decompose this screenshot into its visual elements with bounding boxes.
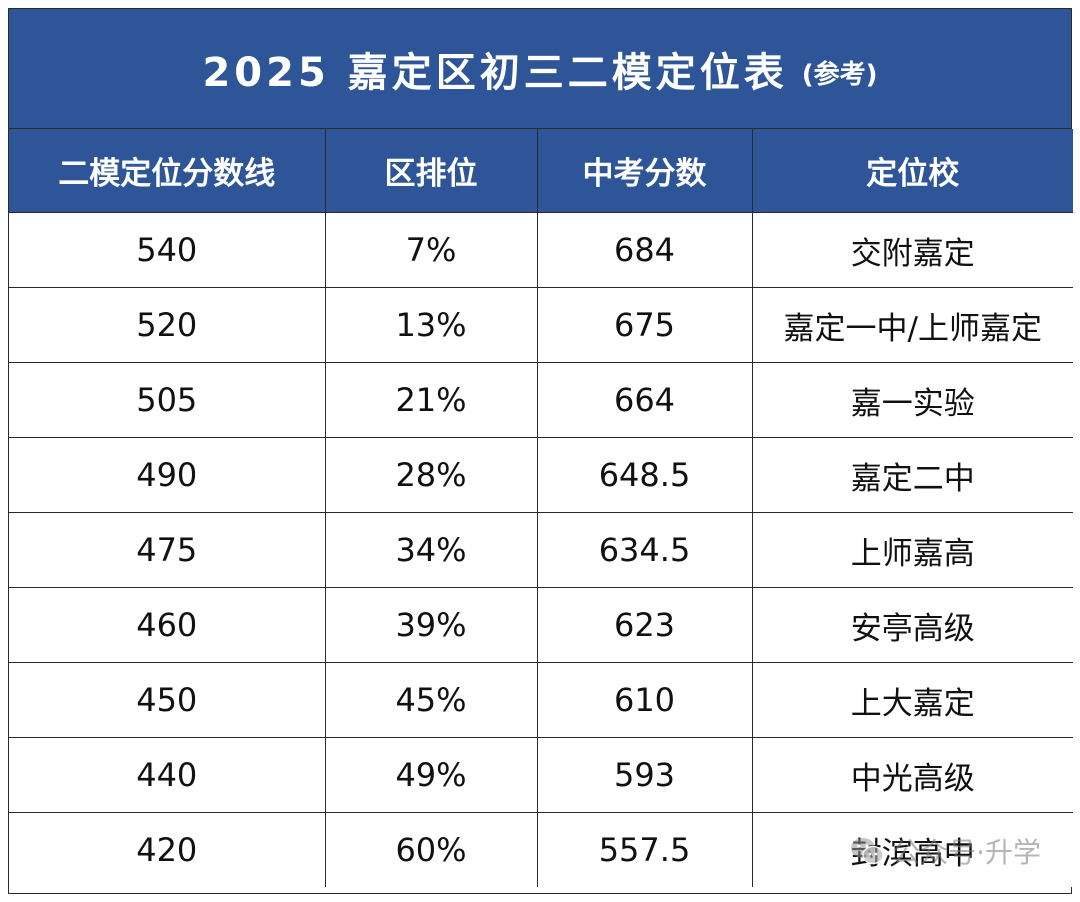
header-target-school: 定位校	[752, 129, 1073, 213]
cell-target-school: 嘉定二中	[752, 437, 1073, 513]
cell-zhongkao-score: 684	[537, 212, 753, 288]
score-table: 二模定位分数线 区排位 中考分数 定位校 540 7% 684 交附嘉定 520…	[9, 129, 1073, 887]
table-row: 475 34% 634.5 上师嘉高	[9, 512, 1073, 588]
cell-score-line: 420	[9, 812, 326, 887]
title-bar: 2025 嘉定区初三二模定位表 (参考)	[9, 9, 1071, 129]
cell-zhongkao-score: 648.5	[537, 437, 753, 513]
cell-zhongkao-score: 634.5	[537, 512, 753, 588]
table-row: 540 7% 684 交附嘉定	[9, 212, 1073, 288]
header-district-rank: 区排位	[325, 129, 538, 213]
cell-score-line: 520	[9, 287, 326, 363]
table-row: 460 39% 623 安亭高级	[9, 587, 1073, 663]
table-row: 420 60% 557.5 封滨高中	[9, 812, 1073, 887]
cell-zhongkao-score: 610	[537, 662, 753, 738]
cell-score-line: 490	[9, 437, 326, 513]
cell-score-line: 505	[9, 362, 326, 438]
title-note: (参考)	[801, 60, 878, 90]
table-row: 520 13% 675 嘉定一中/上师嘉定	[9, 287, 1073, 363]
cell-target-school: 嘉一实验	[752, 362, 1073, 438]
cell-target-school: 中光高级	[752, 737, 1073, 813]
cell-score-line: 440	[9, 737, 326, 813]
header-row: 二模定位分数线 区排位 中考分数 定位校	[9, 129, 1073, 213]
cell-district-rank: 39%	[325, 587, 538, 663]
cell-target-school: 封滨高中	[752, 812, 1073, 887]
cell-zhongkao-score: 675	[537, 287, 753, 363]
cell-score-line: 540	[9, 212, 326, 288]
cell-zhongkao-score: 664	[537, 362, 753, 438]
cell-score-line: 475	[9, 512, 326, 588]
table-row: 505 21% 664 嘉一实验	[9, 362, 1073, 438]
positioning-table-sheet: 2025 嘉定区初三二模定位表 (参考) 二模定位分数线 区排位 中考分数 定位…	[8, 8, 1073, 894]
table-row: 440 49% 593 中光高级	[9, 737, 1073, 813]
cell-target-school: 上师嘉高	[752, 512, 1073, 588]
page-title: 2025 嘉定区初三二模定位表	[202, 49, 788, 96]
cell-target-school: 交附嘉定	[752, 212, 1073, 288]
header-zhongkao-score: 中考分数	[537, 129, 753, 213]
table-row: 490 28% 648.5 嘉定二中	[9, 437, 1073, 513]
cell-district-rank: 34%	[325, 512, 538, 588]
cell-zhongkao-score: 557.5	[537, 812, 753, 887]
cell-target-school: 嘉定一中/上师嘉定	[752, 287, 1073, 363]
cell-district-rank: 21%	[325, 362, 538, 438]
cell-target-school: 上大嘉定	[752, 662, 1073, 738]
cell-score-line: 450	[9, 662, 326, 738]
table-row: 450 45% 610 上大嘉定	[9, 662, 1073, 738]
cell-district-rank: 49%	[325, 737, 538, 813]
cell-district-rank: 45%	[325, 662, 538, 738]
cell-district-rank: 28%	[325, 437, 538, 513]
cell-zhongkao-score: 623	[537, 587, 753, 663]
header-score-line: 二模定位分数线	[9, 129, 326, 213]
cell-score-line: 460	[9, 587, 326, 663]
cell-district-rank: 13%	[325, 287, 538, 363]
cell-zhongkao-score: 593	[537, 737, 753, 813]
cell-district-rank: 7%	[325, 212, 538, 288]
cell-target-school: 安亭高级	[752, 587, 1073, 663]
cell-district-rank: 60%	[325, 812, 538, 887]
